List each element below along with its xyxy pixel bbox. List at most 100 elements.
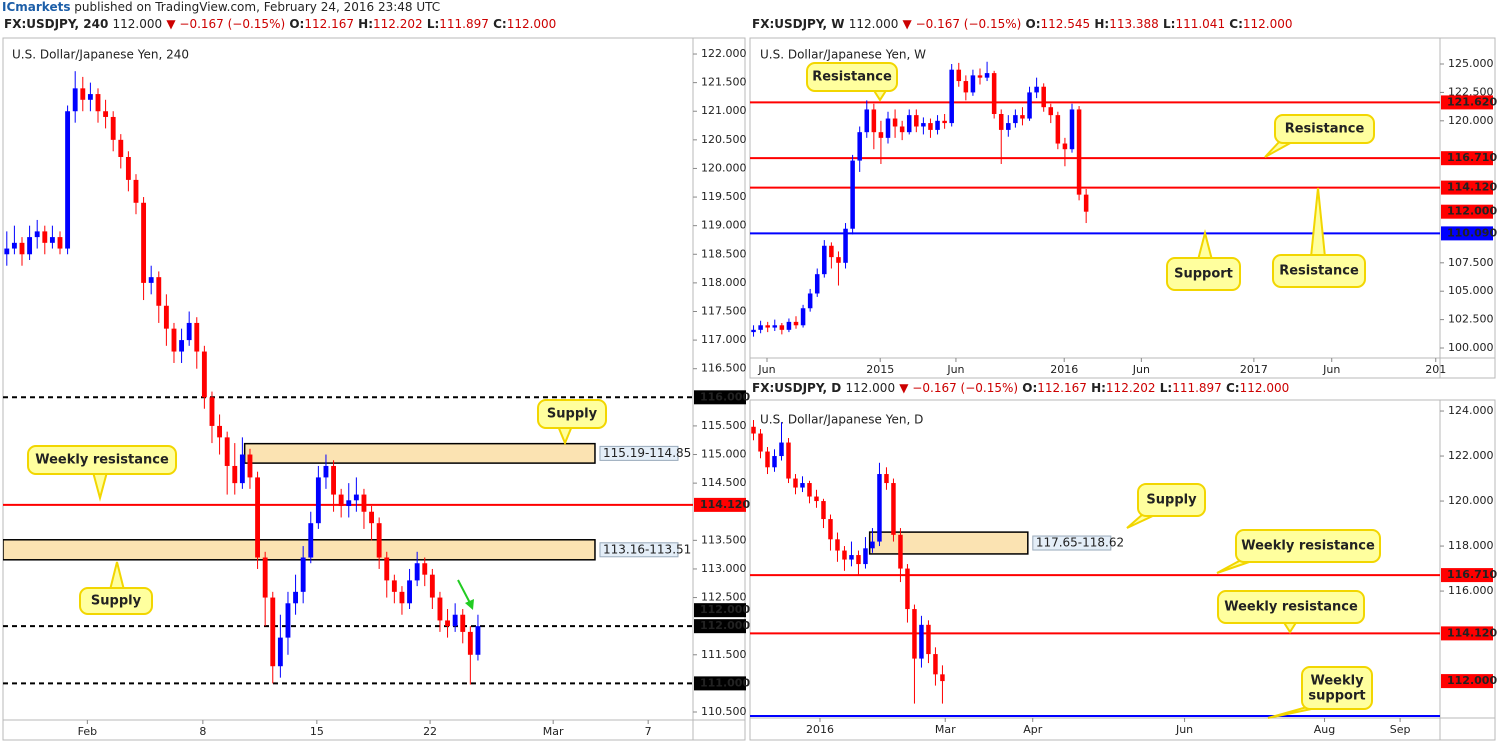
green-arrow	[457, 579, 474, 610]
x-tick-label: Mar	[543, 725, 564, 738]
level-label-box	[1441, 180, 1493, 195]
y-tick-label: 111.500	[701, 648, 747, 661]
zone-label: 115.19-114.85	[603, 446, 691, 460]
ohlc-value: 112.000	[1243, 17, 1293, 31]
candle-body	[80, 88, 86, 100]
candle-body	[912, 609, 917, 659]
candle-body	[262, 557, 268, 598]
candle-body	[970, 75, 976, 93]
candle-body	[27, 237, 33, 255]
candle-body	[984, 73, 990, 78]
level-label-box	[694, 676, 746, 691]
y-tick-label: 118.000	[701, 276, 747, 289]
candle-body	[758, 325, 763, 330]
candle-body	[843, 228, 848, 263]
candle-body	[856, 555, 861, 565]
chart-panel: FX:USDJPY, D 112.000 ▼ −0.167 (−0.15%) O…	[749, 381, 1497, 741]
candle-body	[793, 478, 798, 488]
candle-body	[57, 237, 63, 249]
candle-body	[49, 237, 55, 243]
y-tick-label: 116.000	[1448, 584, 1494, 597]
candle-body	[308, 523, 314, 558]
candle-body	[1069, 109, 1075, 150]
y-tick-label: 120.000	[1448, 494, 1494, 507]
candle-body	[65, 111, 71, 249]
last-price-box	[694, 603, 746, 618]
candle-body	[407, 580, 412, 604]
candle-body	[863, 548, 868, 565]
candle-body	[928, 123, 933, 130]
ohlc-value: 111.041	[1175, 17, 1225, 31]
candle-body	[829, 245, 834, 258]
x-tick-label: 22	[423, 725, 437, 738]
candle-body	[786, 442, 791, 479]
ohlc-label: L:	[1163, 17, 1175, 31]
level-label-box	[694, 390, 746, 405]
chart-title: U.S. Dollar/Japanese Yen, D	[760, 413, 923, 427]
candle-body	[209, 397, 215, 426]
candle-body	[914, 115, 919, 127]
ohlc-value: 112.202	[373, 17, 423, 31]
candle-body	[475, 626, 481, 655]
candle-body	[933, 654, 938, 675]
last-price-label: 112.000	[1447, 205, 1497, 218]
arrow-head	[465, 599, 474, 610]
ohlc-value: 112.202	[1106, 381, 1156, 395]
level-label: 116.710	[1447, 151, 1497, 164]
candle-body	[772, 456, 777, 468]
last-quote: 112.000	[845, 381, 895, 395]
level-label: 112.000	[700, 619, 750, 632]
candle-body	[429, 574, 435, 598]
x-tick-label: 8	[199, 725, 206, 738]
candle-body	[369, 511, 374, 524]
candle-body	[772, 325, 778, 328]
candle-body	[414, 563, 420, 581]
y-tick-label: 120.000	[1448, 114, 1494, 127]
panel-frame	[2, 37, 746, 741]
zone-label: 113.16-113.51	[603, 542, 691, 556]
candle-body	[72, 88, 78, 112]
y-tick-label: 100.000	[1448, 341, 1494, 354]
y-tick-label: 117.000	[701, 333, 747, 346]
candle-body	[758, 433, 763, 452]
candle-body	[940, 674, 945, 682]
candle-body	[338, 494, 344, 507]
candle-body	[906, 115, 912, 133]
zone-label: 117.65-118.62	[1036, 536, 1124, 550]
candle-body	[437, 597, 443, 621]
callout-box	[1217, 590, 1365, 624]
y-tick-label: 118.500	[701, 247, 747, 260]
candle-body	[277, 637, 283, 667]
y-tick-label: 110.500	[701, 705, 747, 718]
level-label-box	[1441, 226, 1493, 241]
symbol: FX:USDJPY, D	[752, 381, 841, 395]
candle-body	[884, 474, 889, 484]
level-label: 110.090	[1447, 226, 1497, 239]
candle-body	[921, 123, 926, 127]
callout-box	[27, 445, 177, 475]
candle-body	[11, 242, 17, 249]
candle-body	[315, 477, 321, 524]
y-tick-label: 115.500	[701, 419, 747, 432]
candle-body	[179, 340, 185, 352]
supply-zone	[243, 442, 596, 464]
ohlc-label: C:	[1226, 381, 1240, 395]
ohlc-value: 113.388	[1109, 17, 1159, 31]
candle-body	[87, 94, 93, 100]
callout-box	[79, 587, 153, 615]
candle-body	[751, 426, 756, 434]
level-label-box	[1441, 151, 1493, 166]
y-tick-label: 114.500	[701, 476, 747, 489]
callout-box	[1272, 254, 1366, 288]
chart-title: U.S. Dollar/Japanese Yen, 240	[12, 48, 189, 62]
y-tick-label: 119.000	[701, 219, 747, 232]
publish-line: ICmarkets published on TradingView.com, …	[2, 0, 440, 14]
candle-body	[849, 555, 854, 560]
candle-body	[949, 69, 954, 124]
callout-box	[1274, 114, 1375, 144]
ohlc-label: H:	[358, 17, 373, 31]
last-price-label: 112.000	[1447, 674, 1497, 687]
candle-body	[247, 454, 253, 478]
candle-body	[103, 111, 109, 117]
level-label: 114.120	[1447, 181, 1497, 194]
